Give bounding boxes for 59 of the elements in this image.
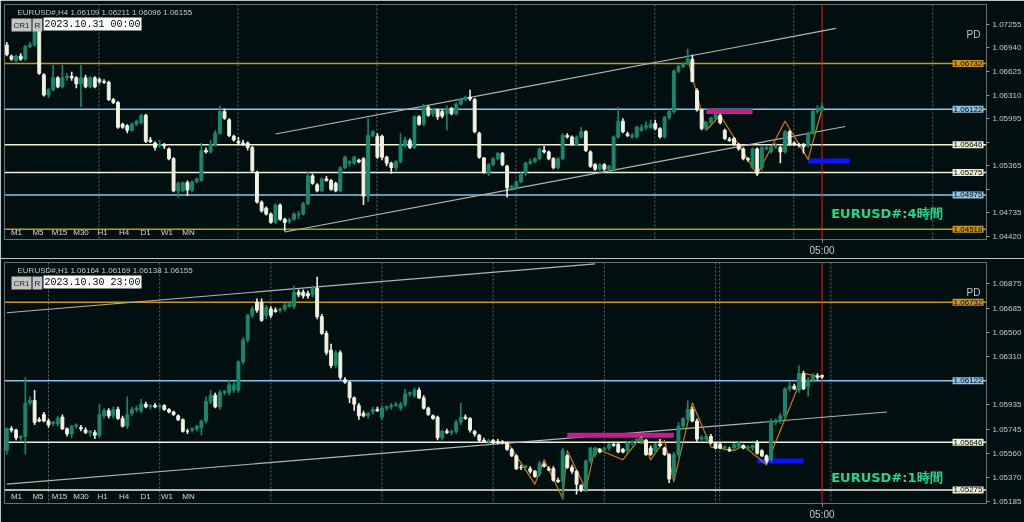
annotation: M30 <box>73 491 90 501</box>
y-tick-label: 1.05370 <box>992 473 1022 483</box>
annotation: MN <box>182 491 195 501</box>
y-tick-label: 1.06310 <box>992 90 1022 100</box>
annotation: R <box>34 278 41 288</box>
y-tick-label: 1.06875 <box>992 279 1022 289</box>
y-tick-label: 1.06625 <box>992 66 1022 76</box>
y-tick-label: 1.05560 <box>992 448 1022 458</box>
annotation: PD <box>966 286 981 298</box>
annotation: D1 <box>140 491 152 501</box>
ref-line-label: 1.04518 <box>953 224 984 234</box>
annotation: M1 <box>10 491 23 501</box>
annotation: W1 <box>161 491 174 501</box>
annotation: EURUSD#:1時間 <box>831 469 943 485</box>
ref-line-label: 1.05646 <box>953 140 984 150</box>
annotation: PD <box>966 28 981 40</box>
chart-title: EURUSD#,H1 1.06164 1.06169 1.06138 1.06155 <box>17 265 194 275</box>
annotation: D1 <box>140 227 152 237</box>
ref-line-label: 1.06122 <box>953 376 984 386</box>
annotation: CR1 <box>13 20 31 30</box>
y-tick-label: 1.06685 <box>992 303 1022 313</box>
annotation: CR1 <box>13 278 31 288</box>
y-tick-label: 1.04735 <box>992 208 1022 218</box>
y-tick-label: 1.05995 <box>992 114 1022 124</box>
annotation: EURUSD#:4時間 <box>831 205 943 221</box>
annotation: 2023.10.30 23:00 <box>44 276 141 288</box>
annotation: 2023.10.31 00:00 <box>44 18 141 30</box>
x-tick-label: 05:00 <box>809 244 836 256</box>
ref-line-label: 1.05646 <box>953 437 984 447</box>
y-tick-label: 1.06500 <box>992 327 1022 337</box>
annotation: M5 <box>32 491 45 501</box>
y-tick-label: 1.06310 <box>992 352 1022 362</box>
y-tick-label: 1.07255 <box>992 19 1022 29</box>
annotation: M15 <box>51 227 68 237</box>
annotation: MN <box>182 227 195 237</box>
y-tick-label: 1.06940 <box>992 43 1022 53</box>
ref-line-label: 1.05275 <box>953 485 984 495</box>
chart-title: EURUSD#,H4 1.06109 1.06211 1.06096 1.06155 <box>17 7 193 17</box>
annotation: H1 <box>97 491 109 501</box>
annotation: H4 <box>118 227 130 237</box>
annotation: M5 <box>32 227 45 237</box>
annotation: M15 <box>51 491 68 501</box>
annotation: R <box>34 20 41 30</box>
ref-line-label: 1.06732 <box>953 58 984 68</box>
y-tick-label: 1.04420 <box>992 232 1022 242</box>
ref-line-label: 1.04975 <box>953 190 984 200</box>
annotation: H4 <box>118 491 130 501</box>
y-tick-label: 1.05185 <box>992 497 1022 507</box>
y-tick-label: 1.05745 <box>992 424 1022 434</box>
x-tick-label: 05:00 <box>809 508 836 520</box>
ref-line-label: 1.05275 <box>953 168 984 178</box>
ref-line-label: 1.06732 <box>953 297 984 307</box>
annotation: W1 <box>161 227 174 237</box>
annotation: M30 <box>73 227 90 237</box>
y-tick-label: 1.05365 <box>992 161 1022 171</box>
annotation: M1 <box>10 227 23 237</box>
y-tick-label: 1.05935 <box>992 400 1022 410</box>
annotation: H1 <box>97 227 109 237</box>
ref-line-label: 1.06122 <box>953 104 984 114</box>
